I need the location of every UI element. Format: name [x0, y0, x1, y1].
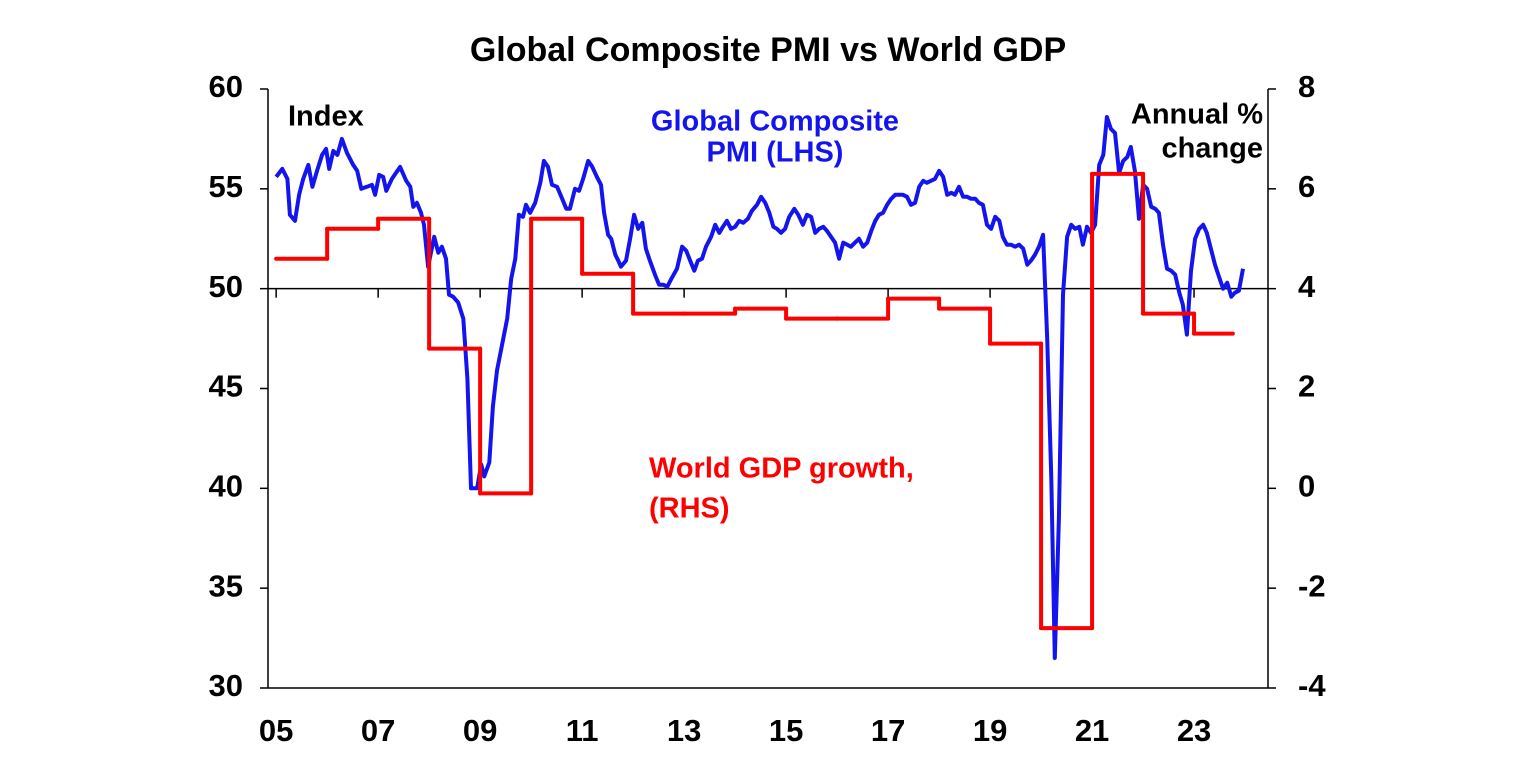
- x-tick-label: 05: [259, 713, 293, 748]
- y2-tick-label: -4: [1298, 668, 1326, 703]
- chart-title: Global Composite PMI vs World GDP: [470, 31, 1066, 69]
- y-tick-label: 40: [209, 469, 243, 504]
- y-tick-label: 60: [209, 69, 243, 104]
- annotation: Global Composite: [651, 106, 899, 138]
- x-tick-label: 23: [1177, 713, 1211, 748]
- x-tick-label: 15: [769, 713, 803, 748]
- x-tick-label: 07: [361, 713, 395, 748]
- annotation: PMI (LHS): [707, 137, 844, 169]
- y-tick-label: 30: [209, 668, 243, 703]
- x-tick-label: 21: [1075, 713, 1109, 748]
- y2-tick-label: 0: [1298, 469, 1315, 504]
- x-tick-label: 11: [566, 713, 599, 748]
- y2-tick-label: 2: [1298, 369, 1315, 404]
- x-tick-label: 09: [463, 713, 497, 748]
- annotation: Index: [288, 101, 364, 133]
- annotation: change: [1161, 133, 1263, 165]
- pmi-line: [274, 115, 1245, 660]
- y-tick-label: 55: [209, 169, 243, 204]
- y2-tick-label: 4: [1298, 269, 1316, 304]
- annotation: Annual %: [1131, 99, 1263, 131]
- annotation: World GDP growth,: [649, 453, 914, 485]
- y2-tick-label: 8: [1298, 69, 1315, 104]
- y-tick-label: 50: [209, 269, 243, 304]
- y2-tick-label: -2: [1298, 568, 1326, 603]
- x-tick-label: 13: [667, 713, 701, 748]
- x-tick-label: 17: [871, 713, 905, 748]
- annotation: (RHS): [649, 493, 730, 525]
- y-tick-label: 45: [209, 369, 243, 404]
- y2-tick-label: 6: [1298, 169, 1315, 204]
- y-tick-label: 35: [209, 568, 243, 603]
- x-tick-label: 19: [973, 713, 1007, 748]
